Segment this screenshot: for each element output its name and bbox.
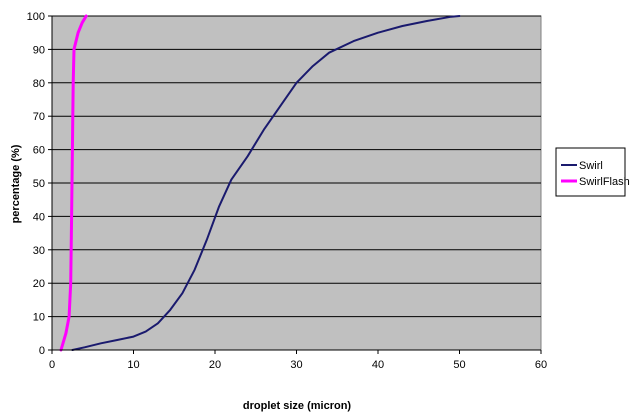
y-tick-label: 100 [27,11,45,23]
y-tick-label: 50 [33,178,45,190]
x-axis-title: droplet size (micron) [243,400,352,412]
series-line-swirl [71,15,461,351]
x-tick-label: 40 [372,359,384,371]
legend-swirlflash-label: SwirlFlash [579,176,630,188]
x-tick-label: 20 [209,359,221,371]
legend: Swirl SwirlFlash [555,147,630,197]
y-tick-label: 30 [33,245,45,257]
x-tick-label: 50 [453,359,465,371]
x-tick-label: 10 [127,359,139,371]
series-layer [59,14,461,352]
x-tick-label: 0 [49,359,55,371]
y-axis-title: percentage (%) [10,144,22,223]
y-tick-label: 70 [33,111,45,123]
y-tick-label: 80 [33,78,45,90]
y-axis-ticks: 0 10 20 30 40 50 60 70 80 90 100 [27,11,52,357]
y-tick-label: 90 [33,44,45,56]
legend-swirl-label: Swirl [579,160,603,172]
series-line-swirlflash [59,14,88,352]
x-tick-label: 60 [535,359,547,371]
y-tick-label: 60 [33,145,45,157]
y-tick-label: 40 [33,211,45,223]
legend-box [555,147,626,197]
x-tick-label: 30 [290,359,302,371]
x-axis-ticks: 0 10 20 30 40 50 60 [49,350,547,371]
y-tick-label: 10 [33,312,45,324]
y-tick-label: 0 [39,345,45,357]
y-tick-label: 20 [33,278,45,290]
